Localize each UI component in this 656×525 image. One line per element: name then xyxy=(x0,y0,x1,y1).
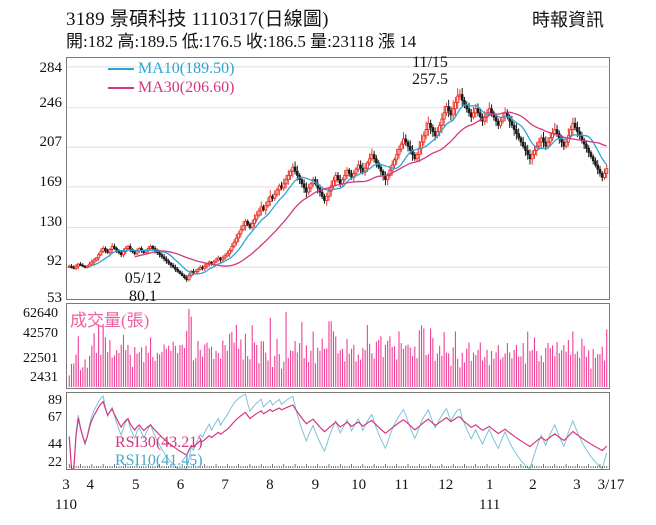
rsi-ytick-22: 22 xyxy=(48,455,62,470)
rsi10-line xyxy=(68,393,608,469)
x-tick-3: 3 xyxy=(573,477,581,493)
x-year-110: 110 xyxy=(55,497,77,513)
rsi-ytick-89: 89 xyxy=(48,393,62,408)
rsi-ytick-67: 67 xyxy=(48,410,62,425)
ma10-legend-label: MA10(189.50) xyxy=(138,60,235,77)
ma30-line xyxy=(134,111,607,267)
x-tick-3-17: 3/17 xyxy=(597,477,625,493)
source-label: 時報資訊 xyxy=(532,10,604,30)
x-year-111: 111 xyxy=(479,497,501,513)
volume-ytick-62640: 62640 xyxy=(23,306,58,321)
price-ytick-246: 246 xyxy=(39,95,63,111)
rsi30-line xyxy=(68,400,608,469)
x-tick-12: 12 xyxy=(438,477,454,493)
rsi10-legend: RSI10(41.45) xyxy=(110,452,203,470)
x-tick-4: 4 xyxy=(86,477,95,493)
x-tick-7: 7 xyxy=(221,477,229,493)
x-tick-3: 3 xyxy=(62,477,70,493)
price-ytick-207: 207 xyxy=(39,134,63,150)
price-ytick-130: 130 xyxy=(39,214,63,230)
x-tick-11: 11 xyxy=(394,477,409,493)
low-annotation-value: 80.1 xyxy=(129,288,157,305)
ma10-legend-swatch xyxy=(108,68,134,70)
x-tick-1: 1 xyxy=(485,477,494,493)
volume-ytick-2431: 2431 xyxy=(30,370,58,385)
ma10-legend: MA10(189.50) xyxy=(108,60,234,78)
x-tick-9: 9 xyxy=(311,477,320,493)
volume-plot-svg xyxy=(68,308,608,388)
low-annotation-date: 05/12 xyxy=(124,270,162,287)
volume-panel-title: 成交量(張) xyxy=(70,311,150,330)
x-tick-2: 2 xyxy=(529,477,537,493)
price-ytick-92: 92 xyxy=(47,253,62,269)
volume-ytick-22501: 22501 xyxy=(23,351,58,366)
volume-ytick-42570: 42570 xyxy=(23,326,58,341)
price-plot-svg xyxy=(67,66,609,282)
high-annotation-value: 257.5 xyxy=(412,71,448,88)
rsi30-legend-label: RSI30(43.21) xyxy=(115,434,203,451)
ma30-legend-label: MA30(206.60) xyxy=(138,79,235,96)
x-tick-5: 5 xyxy=(131,477,140,493)
rsi30-legend: RSI30(43.21) xyxy=(110,434,203,452)
volume-bar-series xyxy=(68,308,608,388)
page-title: 3189 景碩科技 1110317(日線圖) xyxy=(66,9,329,30)
price-ytick-53: 53 xyxy=(47,290,62,306)
price-ytick-284: 284 xyxy=(39,60,63,76)
quote-summary: 開:182 高:189.5 低:176.5 收:186.5 量:23118 漲 … xyxy=(66,32,417,51)
price-chart-panel[interactable] xyxy=(66,57,610,300)
price-ytick-169: 169 xyxy=(39,174,63,190)
rsi-ytick-44: 44 xyxy=(48,437,62,452)
high-annotation-date: 11/15 xyxy=(412,54,448,71)
x-tick-6: 6 xyxy=(176,477,185,493)
rsi-chart-panel[interactable] xyxy=(66,392,610,470)
rsi-plot-svg xyxy=(68,393,608,469)
price-gridlines xyxy=(67,66,609,268)
rsi10-legend-label: RSI10(41.45) xyxy=(115,452,203,469)
x-tick-10: 10 xyxy=(351,477,367,493)
x-tick-8: 8 xyxy=(266,477,274,493)
rsi-tick-marks xyxy=(68,464,608,469)
volume-chart-panel[interactable] xyxy=(66,303,610,389)
ma30-legend: MA30(206.60) xyxy=(108,79,234,97)
ma10-line xyxy=(89,104,608,275)
ma30-legend-swatch xyxy=(108,87,134,89)
